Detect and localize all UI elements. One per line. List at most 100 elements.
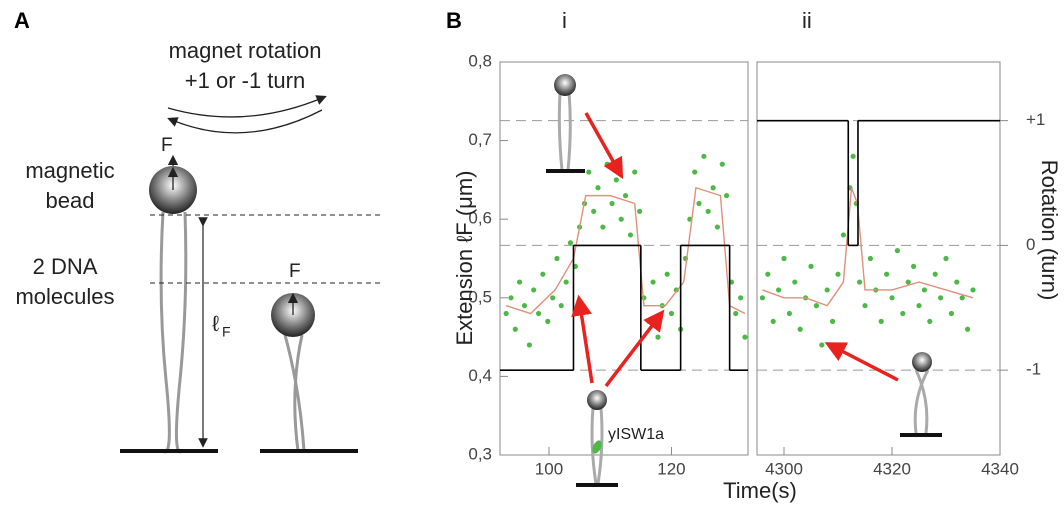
charts: i 0,3 0,4 0,5 0,6 0,7 0,8 100 120 Extension ℓF (μ… xyxy=(452,8,1062,479)
running-mean xyxy=(762,187,974,307)
bead xyxy=(587,390,607,410)
data-point xyxy=(550,295,556,301)
data-point xyxy=(916,303,922,309)
rotation-text: magnet rotation xyxy=(169,38,322,63)
extension-symbol: ℓ xyxy=(212,311,220,336)
data-point xyxy=(948,310,955,317)
data-point xyxy=(600,224,606,230)
y-tick-label: 0,6 xyxy=(468,209,492,228)
data-point xyxy=(673,287,679,293)
red-arrow xyxy=(584,112,624,180)
x-tick-label: 120 xyxy=(657,459,685,478)
data-point xyxy=(830,318,836,324)
data-point xyxy=(586,169,592,175)
data-point xyxy=(959,295,965,301)
data-point xyxy=(797,326,803,332)
bead-label: bead xyxy=(46,188,95,213)
data-point xyxy=(921,287,928,293)
plot-frame xyxy=(756,61,1001,456)
y-tick-label: 0,3 xyxy=(468,444,492,463)
data-point xyxy=(813,303,820,309)
force-label: F xyxy=(161,135,173,156)
insets: yISW1a xyxy=(546,74,942,487)
data-point xyxy=(503,310,509,317)
data-point xyxy=(819,342,825,348)
data-point xyxy=(701,153,707,159)
data-point xyxy=(723,193,730,199)
data-point xyxy=(781,255,787,262)
data-point xyxy=(705,208,711,214)
data-point xyxy=(622,193,629,199)
bead-label: magnetic xyxy=(25,158,114,183)
y-axis-label: Extension ℓF (μm) xyxy=(452,170,477,345)
data-point xyxy=(609,200,615,207)
running-mean xyxy=(505,186,746,315)
data-point xyxy=(970,287,976,293)
data-point xyxy=(719,161,725,167)
y2-axis-label: Rotation (turn) xyxy=(1037,160,1062,301)
dna xyxy=(557,91,572,171)
data-point xyxy=(714,224,720,230)
data-point xyxy=(889,295,895,301)
panel-subtitle: ii xyxy=(802,8,812,33)
bead xyxy=(554,74,576,96)
data-point xyxy=(508,295,514,301)
data-point xyxy=(840,232,847,238)
panel-subtitle: i xyxy=(562,8,567,33)
panel-label: B xyxy=(446,8,462,33)
data-point xyxy=(664,271,670,277)
dna xyxy=(159,211,188,454)
data-point xyxy=(835,271,841,277)
force-label: F xyxy=(289,261,301,282)
data-point xyxy=(742,334,748,340)
data-point xyxy=(776,287,782,293)
data-point xyxy=(618,216,624,222)
data-point xyxy=(650,279,656,285)
panel-a: A magnet rotation +1 or -1 turn F F magn… xyxy=(14,8,380,454)
data-point xyxy=(591,208,597,214)
data-point xyxy=(878,318,884,324)
data-point xyxy=(692,169,698,175)
data-point xyxy=(911,263,917,269)
y2-tick-label: +1 xyxy=(1026,110,1045,129)
data-point xyxy=(738,295,744,301)
data-point xyxy=(884,271,890,277)
data-point xyxy=(710,185,716,191)
y-tick-label: 0,7 xyxy=(468,130,492,149)
data-point xyxy=(627,232,634,238)
data-point xyxy=(808,263,814,269)
dna xyxy=(913,369,930,434)
data-point xyxy=(668,310,675,317)
data-point xyxy=(905,279,911,285)
rotation-text: +1 or -1 turn xyxy=(185,68,305,93)
y2-tick-label: 0 xyxy=(1026,235,1035,254)
data-point xyxy=(943,255,949,262)
dna-label: 2 DNA xyxy=(33,254,98,279)
data-point xyxy=(554,255,560,262)
data-point xyxy=(512,326,518,332)
x-tick-label: 4340 xyxy=(981,459,1019,478)
data-point xyxy=(733,310,739,317)
data-point xyxy=(545,318,551,324)
data-point xyxy=(792,279,798,285)
x-tick-label: 4320 xyxy=(873,459,911,478)
red-arrow xyxy=(824,342,899,382)
data-point xyxy=(759,295,766,301)
data-point xyxy=(646,318,652,324)
panel-label: A xyxy=(14,8,30,33)
data-point xyxy=(770,318,776,324)
data-point xyxy=(535,310,542,317)
dna xyxy=(283,334,306,452)
data-point xyxy=(867,255,874,262)
data-point xyxy=(595,185,601,191)
data-point xyxy=(567,240,574,246)
data-point xyxy=(965,326,971,332)
data-point xyxy=(613,177,619,183)
data-point xyxy=(696,200,702,207)
data-point xyxy=(857,279,863,285)
data-point xyxy=(558,303,564,309)
dna xyxy=(590,407,604,485)
x-tick-label: 100 xyxy=(535,459,563,478)
